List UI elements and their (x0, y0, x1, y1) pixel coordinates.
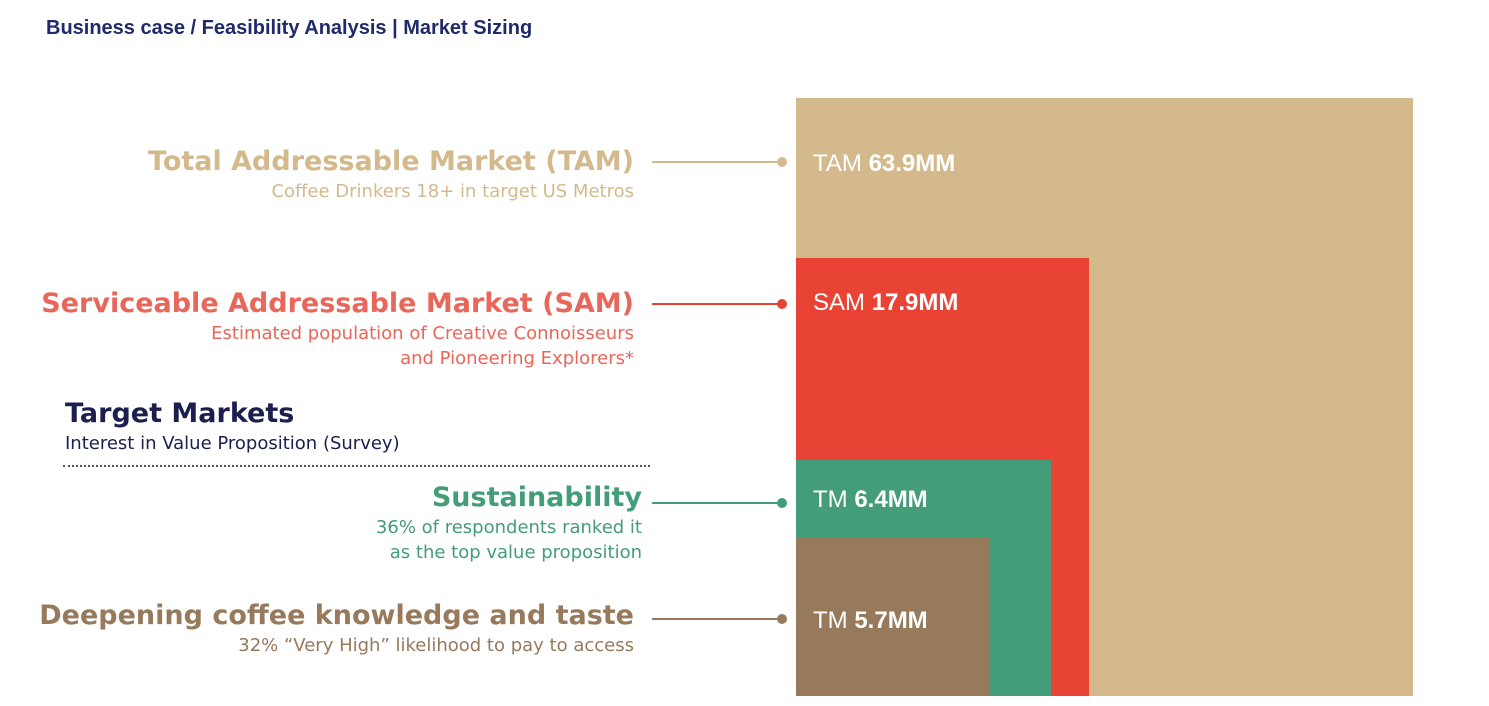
sam-box-prefix: SAM (813, 289, 866, 316)
knowledge-connector (652, 614, 787, 624)
target-markets-divider (63, 465, 650, 467)
knowledge-subtitle: 32% “Very High” likelihood to pay to acc… (238, 635, 634, 656)
sam-label: Serviceable Addressable Market (SAM) Est… (41, 287, 634, 371)
tam-connector-dot (777, 157, 787, 167)
knowledge-box-label: TM 5.7MM (813, 607, 928, 635)
sam-title: Serviceable Addressable Market (SAM) (41, 288, 634, 319)
sustainability-box-label: TM 6.4MM (813, 486, 928, 514)
tam-label: Total Addressable Market (TAM) Coffee Dr… (148, 145, 634, 204)
knowledge-label: Deepening coffee knowledge and taste 32%… (39, 599, 634, 658)
tam-box-value: 63.9MM (868, 150, 956, 177)
sustainability-subtitle-line-1: 36% of respondents ranked it (375, 517, 642, 538)
target-markets-subtitle: Interest in Value Proposition (Survey) (65, 433, 400, 454)
tam-subtitle: Coffee Drinkers 18+ in target US Metros (271, 181, 634, 202)
sustainability-label: Sustainability 36% of respondents ranked… (376, 481, 642, 565)
sustainability-connector-dot (777, 498, 787, 508)
tam-connector (652, 157, 787, 167)
tam-box-label: TAM 63.9MM (813, 150, 955, 178)
sam-connector-dot (777, 299, 787, 309)
sustainability-subtitle-line-2: as the top value proposition (389, 542, 642, 563)
sam-box-label: SAM 17.9MM (813, 289, 958, 317)
target-markets-title: Target Markets (65, 398, 295, 429)
tam-title: Total Addressable Market (TAM) (147, 146, 634, 177)
breadcrumb: Business case / Feasibility Analysis | M… (46, 17, 533, 39)
knowledge-box (796, 538, 989, 696)
sam-subtitle-line-1: Estimated population of Creative Connois… (211, 323, 634, 344)
sustainability-connector (652, 498, 787, 508)
sustainability-title: Sustainability (431, 482, 642, 513)
target-markets-header: Target Markets Interest in Value Proposi… (65, 396, 400, 456)
sam-subtitle-line-2: and Pioneering Explorers* (400, 348, 634, 369)
sustainability-box-prefix: TM (813, 486, 848, 513)
sustainability-box-value: 6.4MM (854, 486, 928, 513)
sam-connector (652, 299, 787, 309)
knowledge-connector-dot (777, 614, 787, 624)
knowledge-title: Deepening coffee knowledge and taste (39, 600, 634, 631)
knowledge-box-prefix: TM (813, 607, 848, 634)
tam-box-prefix: TAM (813, 150, 862, 177)
knowledge-box-value: 5.7MM (854, 607, 928, 634)
sam-box-value: 17.9MM (871, 289, 959, 316)
